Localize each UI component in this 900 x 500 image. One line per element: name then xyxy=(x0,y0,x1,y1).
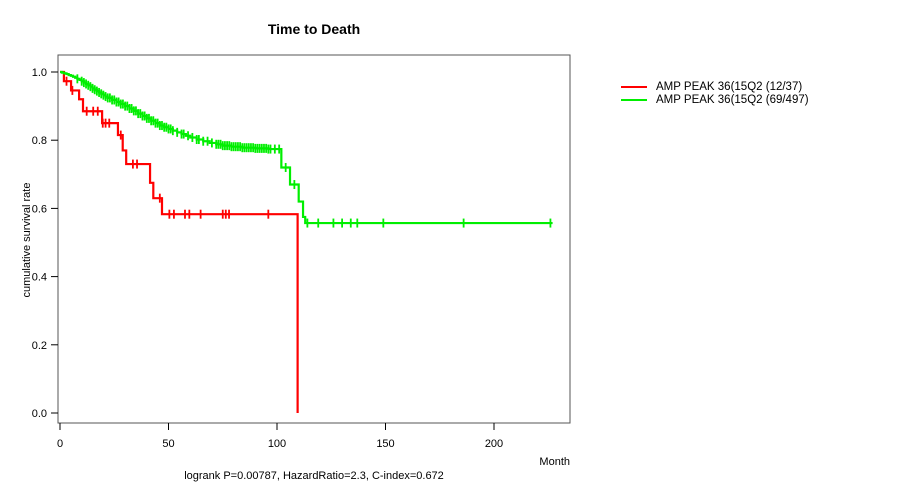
y-tick-label: 0.2 xyxy=(32,340,47,352)
legend-line-green xyxy=(621,98,647,101)
legend-item-group1: AMP PEAK 36(15Q2 (12/37) xyxy=(621,80,809,93)
y-tick-label: 0.0 xyxy=(32,408,47,420)
y-tick-label: 1.0 xyxy=(32,67,47,79)
survival-curve-1 xyxy=(60,70,299,413)
x-tick-label: 100 xyxy=(268,438,286,450)
legend-label-group1: AMP PEAK 36(15Q2 (12/37) xyxy=(656,80,803,93)
legend-line-red xyxy=(621,85,647,88)
legend-item-group2: AMP PEAK 36(15Q2 (69/497) xyxy=(621,93,809,106)
y-tick-label: 0.4 xyxy=(32,272,47,284)
x-tick-label: 150 xyxy=(376,438,394,450)
y-tick-label: 0.6 xyxy=(32,203,47,215)
x-tick-label: 200 xyxy=(485,438,503,450)
plot-box xyxy=(57,54,571,424)
x-tick-label: 50 xyxy=(162,438,174,450)
x-axis-label: Month xyxy=(539,456,570,468)
y-tick-label: 0.8 xyxy=(32,135,47,147)
chart-title: Time to Death xyxy=(267,21,361,37)
x-tick-label: 0 xyxy=(57,438,63,450)
statistics-annotation: logrank P=0.00787, HazardRatio=2.3, C-in… xyxy=(184,470,444,482)
legend-label-group2: AMP PEAK 36(15Q2 (69/497) xyxy=(656,93,809,106)
survival-curve-2 xyxy=(60,70,553,225)
legend: AMP PEAK 36(15Q2 (12/37) AMP PEAK 36(15Q… xyxy=(621,80,809,106)
